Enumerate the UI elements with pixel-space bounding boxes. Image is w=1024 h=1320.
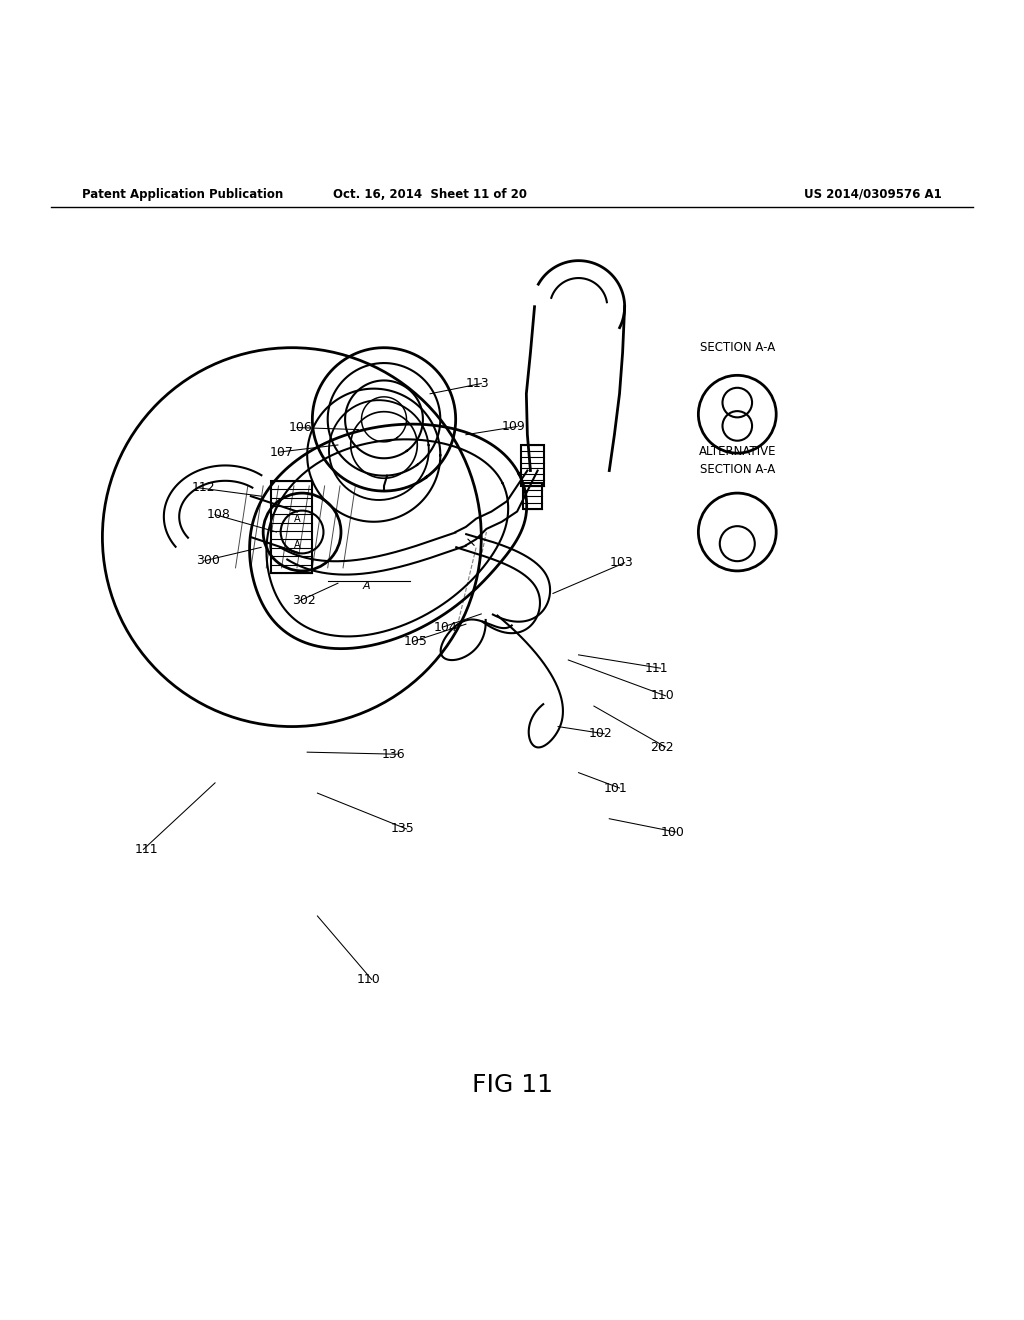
- Text: 109: 109: [502, 420, 525, 433]
- Text: 302: 302: [292, 594, 315, 607]
- Text: 110: 110: [356, 973, 380, 986]
- Text: A: A: [294, 513, 300, 524]
- Text: 112: 112: [191, 482, 215, 495]
- Text: 100: 100: [660, 825, 684, 838]
- Text: A: A: [362, 581, 371, 591]
- Text: 102: 102: [589, 727, 612, 741]
- Text: 107: 107: [270, 446, 294, 458]
- Text: 262: 262: [650, 741, 674, 754]
- Text: 103: 103: [609, 556, 633, 569]
- Text: 110: 110: [650, 689, 674, 702]
- Text: 300: 300: [197, 554, 220, 568]
- Text: ALTERNATIVE
SECTION A-A: ALTERNATIVE SECTION A-A: [698, 445, 776, 475]
- Text: 101: 101: [604, 781, 628, 795]
- Text: A: A: [294, 540, 300, 550]
- Text: 108: 108: [207, 508, 230, 521]
- Text: 113: 113: [466, 378, 489, 389]
- Text: 135: 135: [391, 822, 415, 836]
- Text: 105: 105: [404, 635, 428, 648]
- Bar: [271, 480, 312, 573]
- Text: Oct. 16, 2014  Sheet 11 of 20: Oct. 16, 2014 Sheet 11 of 20: [333, 187, 527, 201]
- Text: 106: 106: [289, 421, 312, 434]
- Text: 104: 104: [434, 620, 458, 634]
- Bar: [523, 483, 542, 510]
- Text: 111: 111: [135, 843, 159, 855]
- Text: FIG 11: FIG 11: [471, 1073, 553, 1097]
- Text: 136: 136: [382, 747, 406, 760]
- Text: 111: 111: [645, 661, 669, 675]
- Bar: [521, 445, 544, 486]
- Text: Patent Application Publication: Patent Application Publication: [82, 187, 284, 201]
- Text: SECTION A-A: SECTION A-A: [699, 341, 775, 354]
- Text: US 2014/0309576 A1: US 2014/0309576 A1: [804, 187, 942, 201]
